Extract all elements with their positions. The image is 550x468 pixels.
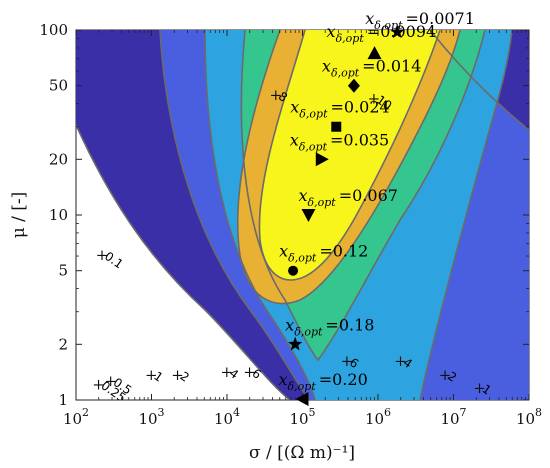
x-tick-label: 102 <box>63 406 89 428</box>
contour-label-plus: + <box>269 86 282 104</box>
contour-label-plus: + <box>368 90 381 108</box>
contour-label-plus: + <box>104 372 117 390</box>
y-axis-label: μ / [-] <box>9 192 29 239</box>
marker-circle <box>288 265 299 276</box>
marker-star <box>390 24 405 39</box>
y-tick-label: 2 <box>58 335 68 353</box>
marker-square <box>331 121 342 132</box>
y-tick-label: 20 <box>49 150 68 168</box>
contour-line <box>204 30 316 400</box>
y-tick-label: 1 <box>58 391 68 409</box>
contour-label-plus: + <box>439 366 452 384</box>
y-tick-label: 10 <box>49 206 68 224</box>
optimum-annotation: xδ,opt =0.0094 <box>327 22 437 45</box>
x-tick-label: 108 <box>516 406 542 428</box>
x-tick-label: 104 <box>214 406 240 428</box>
x-tick-label: 105 <box>289 406 315 428</box>
contour-label-plus: + <box>92 375 105 393</box>
optimum-markers <box>288 24 405 406</box>
optimum-annotation: xδ,opt =0.18 <box>285 315 374 338</box>
contour-line <box>429 30 529 131</box>
contour-label-plus: + <box>221 363 234 381</box>
marker-star <box>288 336 303 351</box>
plot-area: +0.1+0.25+0.5+1 +2 +4 +6+6 +4+2+1+8 +10 102 10… <box>39 9 542 428</box>
optimum-annotation: xδ,opt =0.035 <box>290 130 389 153</box>
contour-labels: +0.1+0.25+0.5+1 +2 +4 +6+6 +4+2+1+8 +10 <box>92 86 494 400</box>
y-tick-label: 5 <box>58 262 68 280</box>
optimum-annotation: xδ,opt =0.067 <box>298 186 397 209</box>
contour-label-plus: + <box>96 246 109 264</box>
marker-triangle-right <box>315 152 329 167</box>
contour-fills: +0.1+0.25+0.5+1 +2 +4 +6+6 +4+2+1+8 +10 <box>76 30 529 400</box>
contour-line <box>159 30 311 400</box>
contour-label-plus: + <box>145 366 158 384</box>
x-tick-label: 106 <box>365 406 391 428</box>
contour-label-plus: + <box>171 366 184 384</box>
marker-diamond <box>347 78 360 93</box>
contour-label-plus: + <box>243 363 256 381</box>
contour-line <box>258 30 441 281</box>
marker-triangle-down <box>301 209 316 222</box>
contour-line <box>76 124 291 400</box>
x-tick-label: 103 <box>138 406 164 428</box>
contour-label-plus: + <box>394 352 407 370</box>
optimum-annotation: xδ,opt =0.20 <box>279 370 368 393</box>
contour-label-plus: + <box>341 352 354 370</box>
contour-line <box>240 30 486 362</box>
optimum-annotation: xδ,opt =0.014 <box>322 57 421 80</box>
optimum-annotation: xδ,opt =0.024 <box>290 98 389 121</box>
contour-lines <box>76 30 529 400</box>
contour-region-level-6 <box>259 30 440 280</box>
x-tick-label: 107 <box>440 406 466 428</box>
optimum-annotation: xδ,opt =0.0071 <box>365 9 475 32</box>
optimum-annotation: xδ,opt =0.12 <box>279 242 368 265</box>
marker-triangle-up <box>367 46 382 60</box>
contour-label-plus: + <box>473 379 486 397</box>
y-tick-label: 100 <box>39 21 68 39</box>
contour-line <box>237 30 461 305</box>
marker-triangle-left <box>295 392 309 406</box>
y-tick-label: 50 <box>49 77 68 95</box>
contour-line <box>419 30 513 400</box>
x-axis-label: σ / [(Ω m)⁻¹] <box>249 443 355 463</box>
